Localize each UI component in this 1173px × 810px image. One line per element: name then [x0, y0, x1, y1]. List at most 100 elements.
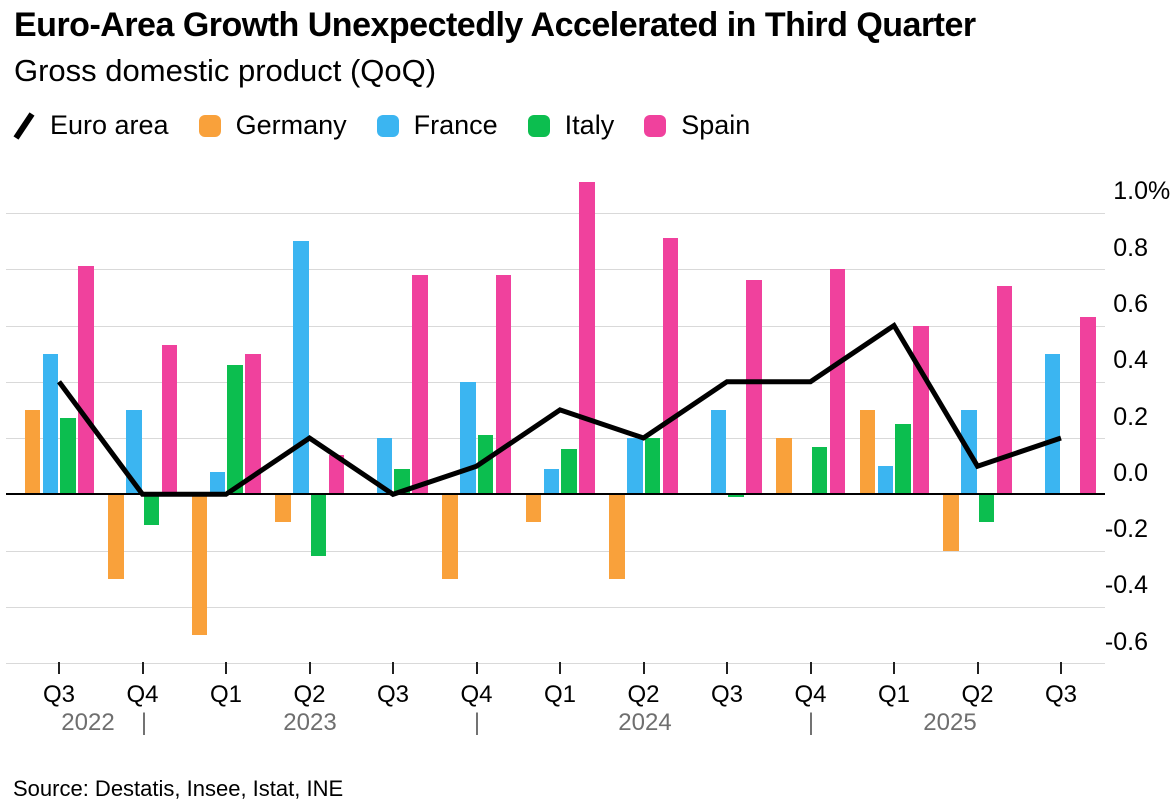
france-swatch-icon — [376, 114, 399, 137]
year-label-2025: 2025 — [923, 709, 977, 736]
bar-italy-q3-2023 — [394, 469, 410, 495]
y-label-0.2: 0.2 — [1113, 402, 1148, 431]
x-label-q2-2023: Q2 — [293, 681, 326, 708]
bar-spain-q2-2023 — [328, 454, 345, 495]
bar-spain-q1-2024 — [579, 181, 595, 495]
x-tick-q3-2024 — [726, 662, 728, 674]
zero-axis-line — [6, 493, 1105, 496]
x-label-q4-2023: Q4 — [460, 681, 493, 708]
bar-germany-q4-2023 — [442, 494, 458, 579]
legend-item-france: France — [376, 110, 498, 141]
bar-spain-q3-2022 — [78, 266, 94, 495]
bar-italy-q3-2022 — [60, 418, 76, 495]
bar-germany-q2-2024 — [609, 494, 625, 579]
bar-spain-q3-2025 — [1080, 317, 1096, 495]
bar-france-q1-2023 — [209, 471, 226, 495]
bar-france-q3-2025 — [1044, 353, 1061, 495]
legend-item-germany: Germany — [198, 110, 347, 141]
x-tick-q1-2025 — [893, 662, 895, 674]
source-note: Source: Destatis, Insee, Istat, INE — [13, 776, 344, 801]
x-label-q3-2022: Q3 — [42, 681, 75, 708]
x-label-q3-2023: Q3 — [376, 681, 409, 708]
y-label-0.6: 0.6 — [1113, 290, 1148, 318]
x-tick-q1-2023 — [225, 662, 227, 674]
percent-suffix: % — [1148, 177, 1171, 206]
year-label-2024: 2024 — [618, 709, 672, 736]
gridline--0.4 — [6, 606, 1105, 608]
x-tick-q4-2023 — [475, 662, 478, 674]
bar-germany-q1-2023 — [191, 494, 208, 635]
y-label--0.4: -0.4 — [1104, 571, 1148, 600]
legend-item-italy: Italy — [527, 110, 615, 141]
x-tick-q2-2023 — [308, 662, 311, 674]
bar-france-q4-2022 — [126, 409, 142, 495]
bar-france-q1-2025 — [877, 466, 894, 495]
gridline-1 — [6, 212, 1105, 214]
gridline--0.6 — [6, 663, 1105, 665]
x-label-q4-2024: Q4 — [794, 681, 827, 708]
year-label-2022: 2022 — [61, 709, 115, 736]
y-label-0.8: 0.8 — [1113, 233, 1148, 262]
chart-title: Euro-Area Growth Unexpectedly Accelerate… — [14, 6, 976, 44]
bar-italy-q1-2025 — [895, 424, 911, 495]
bar-germany-q2-2025 — [943, 494, 959, 551]
legend-label-germany: Germany — [235, 110, 347, 140]
bar-germany-q3-2022 — [24, 409, 41, 495]
bar-spain-q3-2024 — [746, 280, 762, 495]
legend-item-euro-area: Euro area — [13, 110, 169, 141]
x-tick-q2-2025 — [976, 662, 979, 674]
bar-italy-q4-2022 — [143, 494, 160, 526]
y-label-1.0%: 1.0% — [1113, 177, 1171, 206]
bar-france-q2-2025 — [961, 409, 977, 495]
x-tick-q3-2023 — [392, 662, 394, 674]
legend-label-italy: Italy — [564, 110, 615, 140]
y-label-0.4: 0.4 — [1113, 346, 1148, 375]
x-tick-q3-2022 — [58, 662, 60, 674]
bar-spain-q1-2023 — [245, 353, 261, 495]
y-label--0.2: -0.2 — [1104, 515, 1148, 544]
x-tick-q1-2024 — [559, 662, 561, 674]
x-label-q2-2025: Q2 — [961, 681, 994, 708]
legend-label-spain: Spain — [681, 110, 751, 140]
gridline-0.8 — [6, 269, 1105, 271]
bar-spain-q4-2024 — [829, 269, 846, 495]
germany-swatch-icon — [198, 114, 221, 137]
x-tick-q2-2024 — [642, 662, 645, 674]
bar-france-q3-2024 — [710, 409, 727, 495]
bar-germany-q4-2024 — [776, 438, 792, 495]
bar-france-q3-2022 — [42, 353, 59, 495]
chart-legend: Euro area Germany France Italy Spain — [13, 110, 750, 141]
bar-italy-q4-2023 — [477, 435, 494, 495]
x-tick-q4-2022 — [141, 662, 144, 674]
bar-italy-q2-2023 — [310, 494, 327, 557]
bar-france-q4-2023 — [460, 381, 476, 495]
bar-italy-q2-2025 — [978, 494, 995, 523]
legend-label-euro-area: Euro area — [50, 110, 169, 140]
x-label-q3-2025: Q3 — [1044, 681, 1077, 708]
bar-germany-q1-2024 — [525, 494, 542, 523]
bar-france-q3-2023 — [376, 438, 393, 495]
legend-item-spain: Spain — [644, 110, 750, 141]
bar-spain-q2-2025 — [996, 286, 1013, 495]
bar-spain-q3-2023 — [412, 274, 428, 495]
bar-italy-q2-2024 — [644, 438, 661, 495]
bar-italy-q1-2024 — [561, 449, 577, 495]
bar-france-q2-2023 — [293, 241, 309, 495]
x-label-q3-2024: Q3 — [710, 681, 743, 708]
spain-swatch-icon — [644, 114, 667, 137]
year-label-2023: 2023 — [283, 709, 337, 736]
bar-spain-q2-2024 — [662, 238, 679, 495]
bar-germany-q1-2025 — [859, 409, 876, 495]
bar-germany-q4-2022 — [108, 494, 124, 579]
x-tick-q3-2025 — [1060, 662, 1062, 674]
bar-spain-q4-2022 — [161, 345, 178, 495]
year-separator: | — [473, 709, 481, 736]
gridline--0.2 — [6, 550, 1105, 552]
y-label-0.0: 0.0 — [1113, 458, 1148, 487]
bar-spain-q4-2023 — [495, 274, 512, 495]
italy-swatch-icon — [527, 114, 550, 137]
x-label-q4-2022: Q4 — [126, 681, 159, 708]
bar-germany-q2-2023 — [275, 494, 291, 523]
